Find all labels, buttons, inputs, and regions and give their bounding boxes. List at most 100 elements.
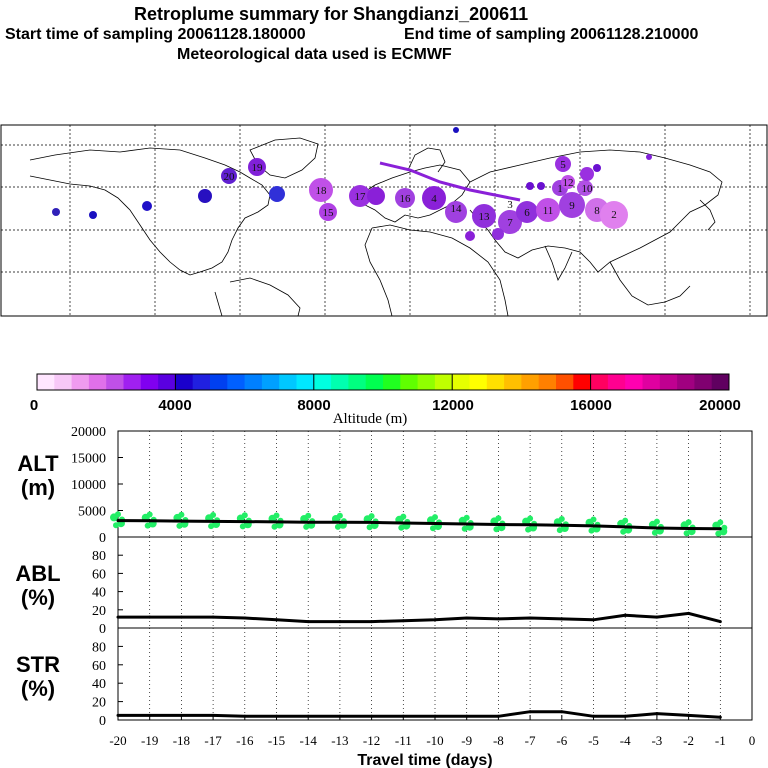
colorbar-swatch (261, 374, 280, 390)
series-point (592, 524, 595, 528)
trajectory-day-label: 3 (507, 199, 513, 211)
series-point (401, 619, 405, 623)
x-tick-label: -14 (300, 733, 318, 748)
trajectory-point (559, 192, 585, 218)
colorbar-swatch (538, 374, 557, 390)
x-tick-label: -17 (204, 733, 222, 748)
x-tick-label: -11 (395, 733, 412, 748)
colorbar-swatch (88, 374, 107, 390)
series-point (338, 620, 342, 624)
panel-label: ALT (17, 451, 59, 476)
colorbar-swatch (642, 374, 661, 390)
altitude-scatter-point (115, 511, 121, 518)
altitude-scatter-point (432, 514, 438, 521)
colorbar-swatch (37, 374, 55, 390)
altitude-scatter-point (651, 529, 658, 536)
colorbar-swatch (452, 374, 470, 390)
trajectory-point (593, 164, 601, 172)
trajectory-point (498, 210, 522, 234)
altitude-scatter-point (556, 527, 563, 534)
trajectory-day-label: 20 (224, 171, 236, 183)
series-point (370, 520, 374, 524)
colorbar-swatch (521, 374, 540, 390)
y-tick-label: 20000 (71, 425, 106, 440)
altitude-scatter-point (495, 515, 502, 522)
colorbar-swatch (227, 374, 245, 390)
colorbar-swatch (123, 374, 142, 390)
altitude-scatter-point (366, 524, 373, 531)
series-line (118, 710, 721, 719)
x-tick-label: -10 (426, 733, 443, 748)
colorbar-swatch (210, 374, 228, 390)
x-tick-label: -9 (461, 733, 472, 748)
altitude-scatter-point (463, 514, 470, 521)
colorbar-swatch (175, 374, 194, 390)
altitude-scatter-point (398, 524, 405, 531)
colorbar-tick-label: 0 (30, 397, 38, 414)
trajectory-day-label: 7 (507, 217, 513, 229)
series-point (496, 617, 500, 621)
altitude-scatter-point (527, 515, 534, 522)
colorbar-swatch (158, 374, 176, 390)
colorbar-swatch (106, 374, 124, 390)
altitude-scatter-point (144, 522, 151, 529)
series-point (528, 710, 532, 714)
altitude-scatter-point (334, 523, 341, 530)
met-data-label: Meteorological data used is ECMWF (177, 46, 452, 63)
series-point (243, 616, 247, 620)
colorbar-swatch (659, 374, 678, 390)
colorbar-swatch (469, 374, 488, 390)
series-point (116, 615, 120, 619)
colorbar-swatch (296, 374, 315, 390)
series-point (655, 615, 659, 619)
series-point (687, 611, 691, 615)
altitude-scatter-point (239, 523, 246, 530)
y-tick-label: 40 (92, 677, 106, 692)
trajectory-point (465, 231, 475, 241)
series-point (655, 712, 659, 716)
trajectory-point (198, 189, 212, 203)
altitude-scatter-point (620, 528, 627, 535)
scandinavia-coast (407, 147, 446, 173)
x-tick-label: -13 (331, 733, 348, 748)
trajectory-day-label: 9 (569, 200, 575, 212)
trajectory-point (395, 188, 415, 208)
colorbar-tick-labels: 0 4000 8000 12000 16000 20000 (30, 397, 741, 414)
trajectory-point (561, 175, 575, 189)
colorbar-swatch (434, 374, 453, 390)
colorbar-swatch (694, 374, 713, 390)
altitude-scatter-point (558, 516, 565, 522)
series-line (117, 519, 721, 531)
series-point (243, 520, 247, 524)
series-point (465, 616, 469, 620)
panel-abl: 0 20 40 60 80 ABL(%) (15, 536, 753, 637)
trajectory-day-label: 4 (431, 193, 437, 205)
x-axis-label: Travel time (days) (357, 752, 492, 768)
trajectory-day-label: 11 (543, 205, 554, 217)
colorbar-tick-label: 20000 (699, 397, 741, 414)
end-time-label: End time of sampling 20061128.210000 (404, 26, 699, 43)
altitude-scatter-point (241, 512, 248, 519)
trajectory-day-labels: 20 19 18 17 16 15 14 13 12 11 10 9 8 7 6… (224, 159, 617, 229)
trajectory-point (269, 186, 285, 202)
altitude-scatter-point (525, 526, 532, 533)
series-point (306, 520, 310, 524)
y-tick-label: 15000 (71, 452, 106, 467)
altitude-scatter-point (717, 519, 724, 526)
trajectory-point (367, 187, 385, 205)
trajectory-day-label: 18 (316, 185, 328, 197)
series-point (275, 618, 278, 622)
x-tick-label: -5 (588, 733, 599, 748)
series-line (118, 611, 721, 624)
trajectory-day-label: 2 (611, 209, 617, 221)
africa-coast (364, 224, 509, 317)
colorbar-swatch (313, 374, 332, 390)
altitude-scatter-point (303, 523, 310, 530)
series-point (718, 527, 722, 531)
x-tick-label: -1 (715, 733, 726, 748)
series-point (623, 613, 627, 617)
x-tick-label: 0 (749, 733, 756, 748)
altitude-scatter-point (493, 526, 500, 533)
series-point (528, 523, 532, 527)
trajectory-day-label: 8 (594, 205, 600, 217)
